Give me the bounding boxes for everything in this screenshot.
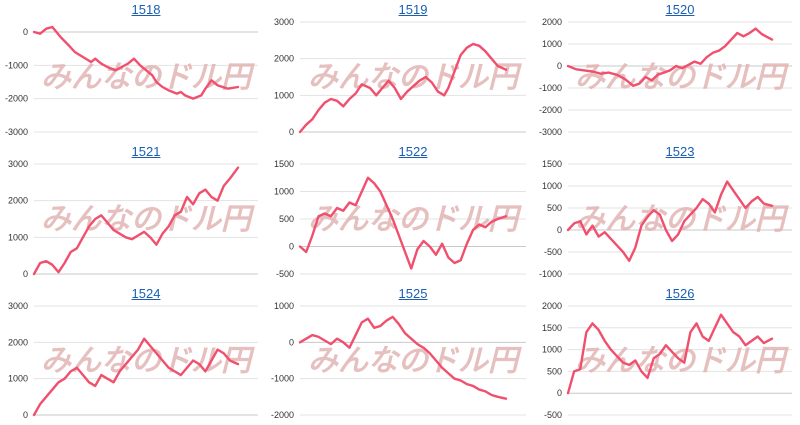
y-tick-label: 2000	[542, 301, 562, 311]
y-tick-label: 3000	[8, 301, 28, 311]
y-tick-label: -500	[276, 269, 294, 279]
line-chart: 0 -1000 -2000 -3000 みんなのドル円	[5, 25, 258, 137]
y-tick-label: 500	[547, 366, 562, 376]
y-tick-label: 2000	[8, 196, 28, 206]
series-line	[566, 180, 774, 263]
chart-title-link[interactable]: 1519	[398, 2, 428, 17]
line-chart: 3000 2000 1000 0 みんなのドル円	[8, 301, 258, 420]
watermark-logo: みんなのドル円	[308, 203, 522, 236]
watermark-logo: みんなのドル円	[41, 203, 255, 236]
line-chart: 2000 1000 0 -1000 -2000 -3000 みんなのドル円	[539, 17, 792, 137]
series-line	[298, 176, 508, 270]
y-tick-label: 2000	[274, 54, 294, 64]
y-tick-label: -2000	[271, 410, 294, 420]
y-tick-label: -500	[544, 410, 562, 420]
chart-panel-1518: 1518 0 -1000 -2000 -3000 みんなのドル円	[0, 0, 266, 142]
chart-title-link[interactable]: 1518	[131, 2, 161, 17]
y-tick-label: 0	[557, 225, 562, 235]
y-tick-label: -3000	[5, 127, 28, 137]
series-line	[566, 27, 774, 88]
chart-panel-1521: 1521 3000 2000 1000 0 みんなのドル円	[0, 142, 266, 284]
y-tick-label: 0	[557, 61, 562, 71]
chart-title-link[interactable]: 1520	[665, 2, 695, 17]
watermark-logo: みんなのドル円	[308, 61, 522, 94]
y-tick-label: 1000	[8, 374, 28, 384]
chart-title-link[interactable]: 1526	[665, 286, 695, 301]
y-tick-label: 1000	[274, 90, 294, 100]
y-tick-label: 1000	[542, 345, 562, 355]
watermark-logo: みんなのドル円	[575, 61, 789, 94]
y-tick-label: 0	[557, 388, 562, 398]
watermark-logo: みんなのドル円	[41, 61, 255, 94]
y-tick-label: -1000	[539, 83, 562, 93]
y-tick-label: 1500	[274, 159, 294, 169]
chart-panel-1526: 1526 2000 1500 1000 500 0 -500 みんなのドル円	[534, 284, 800, 425]
y-tick-label: 1000	[542, 39, 562, 49]
y-tick-label: -3000	[539, 127, 562, 137]
chart-panel-1519: 1519 3000 2000 1000 0 みんなのドル円	[266, 0, 534, 142]
chart-panel-1520: 1520 2000 1000 0 -1000 -2000 -3000 みんなのドル円	[534, 0, 800, 142]
watermark-logo: みんなのドル円	[41, 345, 255, 378]
y-tick-label: -500	[544, 247, 562, 257]
series-line	[566, 313, 774, 395]
series-line	[32, 337, 240, 417]
watermark-logo: みんなのドル円	[308, 345, 522, 378]
line-chart: 3000 2000 1000 0 みんなのドル円	[8, 159, 258, 279]
y-tick-label: 1500	[542, 159, 562, 169]
line-chart: 1000 0 -1000 -2000 みんなのドル円	[271, 301, 526, 420]
chart-title-link[interactable]: 1525	[398, 286, 428, 301]
y-tick-label: 0	[289, 337, 294, 347]
chart-panel-1524: 1524 3000 2000 1000 0 みんなのドル円	[0, 284, 266, 425]
series-line	[32, 25, 240, 100]
y-tick-label: 3000	[274, 17, 294, 27]
y-tick-label: 2000	[542, 17, 562, 27]
y-tick-label: 2000	[8, 337, 28, 347]
y-tick-label: 500	[279, 214, 294, 224]
y-tick-label: -1000	[5, 60, 28, 70]
series-line	[298, 315, 508, 400]
chart-title-link[interactable]: 1521	[131, 144, 161, 159]
y-tick-label: 0	[289, 127, 294, 137]
y-tick-label: -1000	[539, 269, 562, 279]
y-tick-label: 0	[23, 269, 28, 279]
watermark-logo: みんなのドル円	[575, 203, 789, 236]
y-tick-label: 3000	[8, 159, 28, 169]
y-tick-label: 500	[547, 203, 562, 213]
y-tick-label: 1000	[274, 301, 294, 311]
y-tick-label: 0	[23, 410, 28, 420]
series-line	[32, 166, 240, 276]
chart-panel-1522: 1522 1500 1000 500 0 -500 みんなのドル円	[266, 142, 534, 284]
y-tick-label: -1000	[271, 374, 294, 384]
line-chart: 3000 2000 1000 0 みんなのドル円	[274, 17, 526, 137]
y-tick-label: 0	[23, 27, 28, 37]
chart-title-link[interactable]: 1522	[398, 144, 428, 159]
y-tick-label: -2000	[5, 94, 28, 104]
y-tick-label: 0	[289, 242, 294, 252]
series-line	[298, 42, 508, 134]
y-tick-label: 1000	[542, 181, 562, 191]
line-chart: 1500 1000 500 0 -500 みんなのドル円	[274, 159, 526, 279]
y-tick-label: 1000	[274, 187, 294, 197]
line-chart: 1500 1000 500 0 -500 -1000 みんなのドル円	[539, 159, 792, 279]
y-tick-label: 1000	[8, 232, 28, 242]
y-tick-label: 1500	[542, 323, 562, 333]
chart-title-link[interactable]: 1524	[131, 286, 161, 301]
y-tick-label: -2000	[539, 105, 562, 115]
chart-title-link[interactable]: 1523	[665, 144, 695, 159]
chart-panel-1523: 1523 1500 1000 500 0 -500 -1000 みんなのドル円	[534, 142, 800, 284]
chart-panel-1525: 1525 1000 0 -1000 -2000 みんなのドル円	[266, 284, 534, 425]
